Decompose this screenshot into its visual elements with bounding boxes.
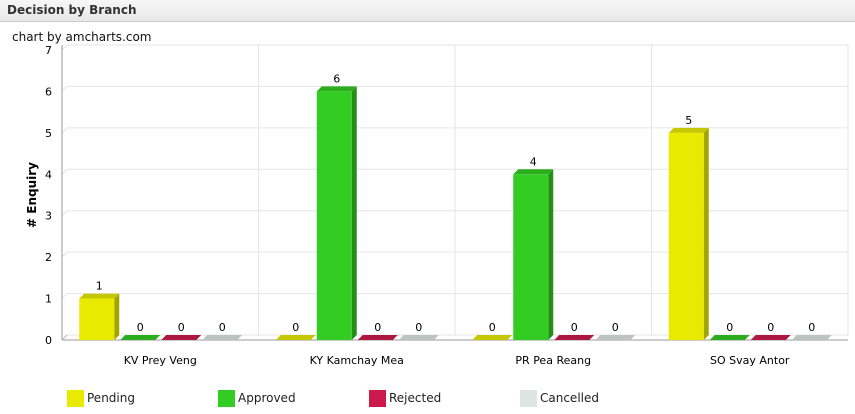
amcharts-credit-link[interactable]: chart by amcharts.com	[12, 30, 152, 44]
bar-top	[668, 127, 709, 133]
bar-top	[709, 335, 750, 340]
bar-top	[316, 86, 357, 92]
data-label: 0	[571, 321, 578, 334]
y-tick-label: 0	[45, 334, 52, 347]
green-swatch-icon	[218, 390, 235, 407]
x-axis-depth	[61, 334, 68, 341]
bar-top	[161, 335, 202, 340]
y-tick-label: 1	[45, 293, 52, 306]
bar-top	[357, 335, 398, 340]
bar-top	[202, 335, 243, 340]
x-tick-label: KY Kamchay Mea	[310, 354, 404, 367]
data-label: 1	[96, 280, 103, 293]
data-label: 0	[489, 321, 496, 334]
bar	[513, 174, 549, 340]
data-label: 0	[374, 321, 381, 334]
bar-top	[398, 335, 439, 340]
chart-legend: Pending Approved Rejected Cancelled	[0, 388, 855, 410]
grid-line-depth	[61, 127, 68, 134]
grid-line-depth	[61, 251, 68, 258]
panel-title: Decision by Branch	[7, 3, 137, 17]
bar-top	[472, 335, 513, 340]
crimson-swatch-icon	[369, 390, 386, 407]
data-label: 0	[808, 321, 815, 334]
x-tick-label: KV Prey Veng	[124, 354, 197, 367]
legend-label: Rejected	[389, 391, 442, 405]
legend-label: Pending	[87, 391, 135, 405]
grid-line-depth	[61, 293, 68, 299]
bar-side	[351, 86, 357, 340]
grid-line-depth	[61, 210, 68, 217]
bar-chart: 0 1 2 3 4 5 6 7 # Enquiry KV Prey Veng 1 0 0 0 KY Kamc…	[25, 44, 849, 367]
bar-top	[275, 335, 316, 340]
y-tick-label: 4	[45, 168, 52, 181]
y-axis-title: # Enquiry	[25, 162, 39, 228]
panel-header: Decision by Branch	[0, 0, 855, 22]
data-label: 0	[726, 321, 733, 334]
y-tick-label: 7	[45, 44, 52, 57]
bar-side	[548, 169, 554, 340]
legend-label: Approved	[238, 391, 296, 405]
bar	[668, 132, 704, 340]
y-tick-label: 3	[45, 210, 52, 223]
data-label: 0	[292, 321, 299, 334]
gray-swatch-icon	[520, 390, 537, 407]
yellow-swatch-icon	[67, 390, 84, 407]
data-label: 4	[530, 155, 537, 168]
bar-top	[750, 335, 791, 340]
bar-side	[114, 293, 120, 340]
bar-side	[703, 127, 709, 340]
legend-label: Cancelled	[540, 391, 599, 405]
data-label: 0	[137, 321, 144, 334]
grid-line-depth	[61, 86, 68, 92]
data-label: 0	[767, 321, 774, 334]
x-tick-label: PR Pea Reang	[515, 354, 591, 367]
grid-line-depth	[61, 44, 68, 51]
x-tick-label: SO Svay Antor	[710, 354, 790, 367]
bar-top	[79, 293, 120, 299]
bar-top	[595, 335, 636, 340]
data-label: 0	[178, 321, 185, 334]
data-label: 0	[415, 321, 422, 334]
bar-top	[791, 335, 832, 340]
data-label: 5	[685, 114, 692, 127]
bar	[79, 298, 115, 340]
bar-top	[513, 169, 554, 175]
bar	[316, 91, 352, 340]
data-label: 0	[612, 321, 619, 334]
data-label: 0	[219, 321, 226, 334]
y-tick-label: 2	[45, 251, 52, 264]
y-tick-label: 6	[45, 85, 52, 98]
grid-line-depth	[61, 168, 68, 175]
bar-top	[554, 335, 595, 340]
bar-top	[120, 335, 161, 340]
y-tick-label: 5	[45, 127, 52, 140]
data-label: 6	[333, 72, 340, 85]
